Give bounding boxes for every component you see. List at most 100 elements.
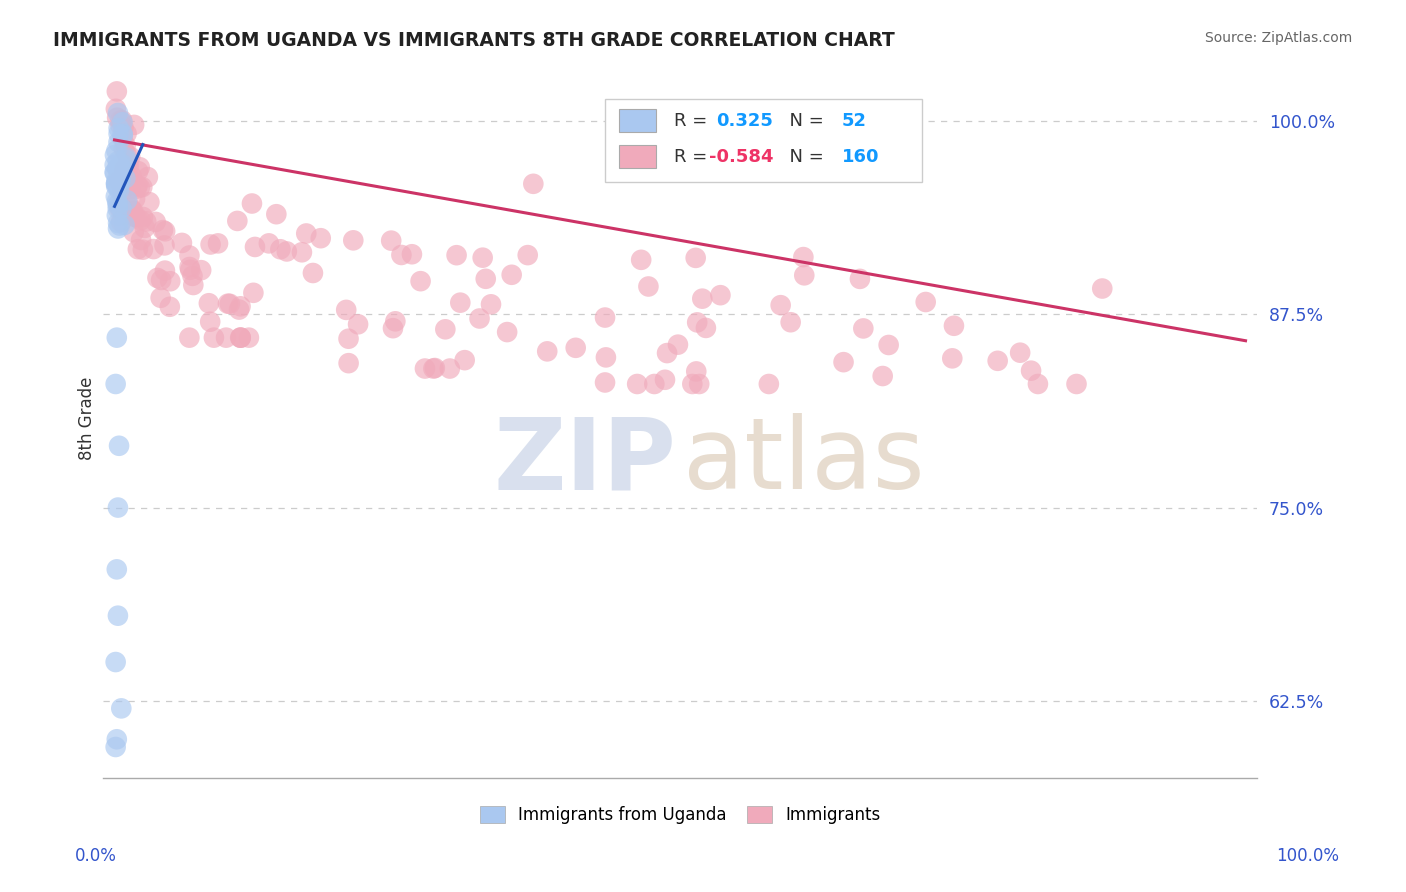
Point <box>496 325 519 339</box>
Point <box>117 160 139 174</box>
Point <box>127 242 149 256</box>
Point <box>593 310 616 325</box>
Point <box>302 266 325 280</box>
Point <box>243 240 266 254</box>
Y-axis label: 8th Grade: 8th Grade <box>79 377 96 460</box>
Text: IMMIGRANTS FROM UGANDA VS IMMIGRANTS 8TH GRADE CORRELATION CHART: IMMIGRANTS FROM UGANDA VS IMMIGRANTS 8TH… <box>53 31 896 50</box>
Text: R =: R = <box>675 112 713 129</box>
Point <box>474 272 496 286</box>
Point <box>449 295 471 310</box>
Point <box>105 174 128 188</box>
Point <box>111 115 134 129</box>
Point <box>105 179 128 194</box>
Point <box>117 155 139 169</box>
Point <box>240 196 263 211</box>
Point <box>105 562 128 576</box>
Point <box>107 161 129 175</box>
Point <box>269 242 291 256</box>
Point <box>685 251 707 265</box>
Point <box>107 136 129 150</box>
Point <box>226 214 249 228</box>
Text: atlas: atlas <box>683 413 925 510</box>
Point <box>105 194 128 208</box>
Point <box>849 272 872 286</box>
Point <box>692 292 714 306</box>
Point <box>120 150 142 164</box>
Point <box>1066 376 1088 391</box>
Point <box>423 361 446 376</box>
Point <box>122 225 145 239</box>
Point <box>347 318 370 332</box>
Point <box>266 207 288 221</box>
Point <box>1026 376 1049 391</box>
Point <box>138 195 160 210</box>
Point <box>630 252 652 267</box>
Point <box>105 208 128 222</box>
Point <box>198 315 221 329</box>
Point <box>181 268 204 283</box>
Point <box>129 213 152 227</box>
Point <box>134 220 156 235</box>
Text: ZIP: ZIP <box>494 413 676 510</box>
Point <box>342 233 364 247</box>
Point <box>685 364 707 378</box>
Point <box>593 376 616 390</box>
Point <box>110 201 132 215</box>
Point <box>792 250 814 264</box>
Point <box>413 361 436 376</box>
Point <box>110 161 132 176</box>
Text: Source: ZipAtlas.com: Source: ZipAtlas.com <box>1205 31 1353 45</box>
Point <box>769 298 792 312</box>
Point <box>103 165 125 179</box>
Point <box>179 248 201 262</box>
Point <box>105 84 128 98</box>
Point <box>170 235 193 250</box>
Point <box>125 210 148 224</box>
Point <box>637 279 659 293</box>
Point <box>695 321 717 335</box>
Point <box>229 299 252 313</box>
Point <box>120 201 142 215</box>
Point <box>115 150 138 164</box>
Point <box>114 171 136 186</box>
Point <box>686 315 709 329</box>
Point <box>125 182 148 196</box>
Point <box>238 331 260 345</box>
Point <box>108 439 131 453</box>
Point <box>666 337 689 351</box>
Point <box>142 242 165 256</box>
Point <box>217 296 239 310</box>
Point <box>522 177 544 191</box>
Point <box>291 245 314 260</box>
Bar <box>619 109 655 132</box>
Point <box>228 302 250 317</box>
Point <box>709 288 731 302</box>
Point <box>681 376 703 391</box>
Point <box>309 231 332 245</box>
Point <box>112 142 135 156</box>
Point <box>120 182 142 196</box>
Point <box>114 165 136 179</box>
Point <box>1010 345 1032 359</box>
Point <box>122 204 145 219</box>
Point <box>107 106 129 120</box>
Point <box>104 655 127 669</box>
Point <box>242 285 264 300</box>
Point <box>104 376 127 391</box>
Point <box>105 177 128 191</box>
Point <box>104 189 127 203</box>
Point <box>1091 281 1114 295</box>
Point <box>112 162 135 177</box>
Point <box>468 311 491 326</box>
Point <box>159 300 181 314</box>
Point <box>337 356 360 370</box>
Point <box>114 208 136 222</box>
Point <box>150 273 173 287</box>
Point <box>122 118 145 132</box>
Point <box>198 296 221 310</box>
Point <box>987 354 1010 368</box>
Point <box>409 274 432 288</box>
Point <box>107 500 129 515</box>
Text: -0.584: -0.584 <box>709 147 773 166</box>
Point <box>1019 364 1042 378</box>
